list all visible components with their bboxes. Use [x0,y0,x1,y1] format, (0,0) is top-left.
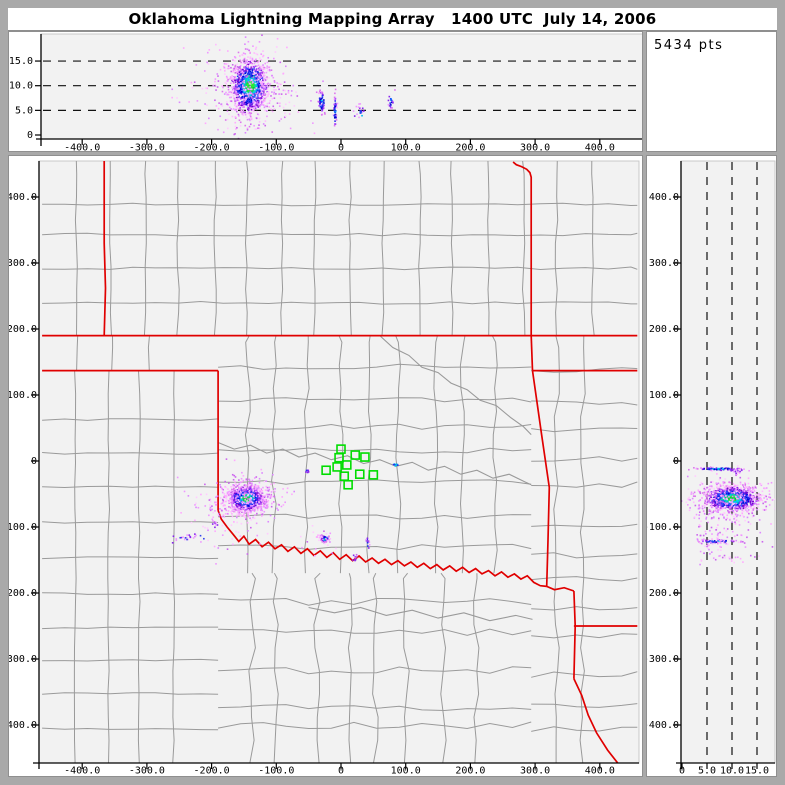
tick-label: 15.0 [745,765,769,776]
tick-label: 5.0 [698,765,716,776]
tick-label: 0 [679,765,685,776]
river-boundary-lines [217,335,533,622]
panel-point-count: 5434 pts [646,31,777,152]
tick-label: -200.0 [647,588,679,599]
tick-label: 100.0 [391,142,421,151]
county-lines [42,161,638,763]
tick-label: 300.0 [520,142,550,151]
tick-label: -100.0 [258,142,294,151]
state-borders [42,161,638,763]
tick-label: 300.0 [9,258,37,269]
scatter-layer [681,465,775,566]
title-bar: Oklahoma Lightning Mapping Array 1400 UT… [8,8,777,31]
tick-label: 100.0 [649,390,679,401]
station-square-icon [342,460,352,470]
tick-label: -200.0 [9,588,37,599]
station-square-icon [334,452,344,463]
tick-label: 300.0 [649,258,679,269]
station-square-icon [343,479,353,490]
station-square-icon [360,452,370,462]
scatter-layer [171,458,399,565]
tick-label: 0 [31,456,37,467]
tick-label: 100.0 [391,765,421,776]
tick-label: 15.0 [9,56,33,67]
tick-label: 0 [27,130,33,141]
altitude-ns-plot[interactable]: -400.0 -300.0 -200.0 -100.0 0 100.0 200.0 300.0… [647,156,776,776]
panel-altitude-ns[interactable]: -400.0 -300.0 -200.0 -100.0 0 100.0 200.0 300.0… [646,155,777,777]
tick-label: -400.0 [9,720,37,731]
tick-label: 200.0 [455,142,485,151]
axis [35,34,642,146]
tick-label: 10.0 [720,765,744,776]
tick-label: -100.0 [258,765,294,776]
tick-label: 300.0 [520,765,550,776]
tick-label: 200.0 [9,324,37,335]
panel-altitude-ew[interactable]: 0 5.0 10.0 15.0 -400.0 -300.0 -200.0 -100.0 0 100… [8,31,643,152]
tick-label: 0 [338,765,344,776]
tick-label: -300.0 [9,654,37,665]
tick-label: -300.0 [129,142,165,151]
altitude-dash-grid [43,60,642,111]
tick-label: 400.0 [9,192,37,203]
panel-plan-map[interactable]: -400.0 -400.0 -300.0 -300.0 -200.0 -200.0 -100… [8,155,643,777]
tick-label: -400.0 [64,142,100,151]
tick-label: 0 [673,456,679,467]
tick-label: -200.0 [194,142,230,151]
axis [673,161,775,769]
altitude-dash-grid [706,162,758,756]
point-count-label: 5434 pts [654,38,724,53]
station-markers [321,444,379,490]
station-square-icon [354,469,365,480]
tick-label: -300.0 [129,765,165,776]
scatter-layer [171,34,396,139]
tick-label: -100.0 [9,522,37,533]
tick-label: -200.0 [194,765,230,776]
altitude-ew-plot[interactable]: 0 5.0 10.0 15.0 -400.0 -300.0 -200.0 -100.0 0 100… [9,32,642,151]
axis [31,161,639,769]
station-square-icon [321,465,331,476]
tick-label: -400.0 [64,765,100,776]
tick-label: -100.0 [647,522,679,533]
tick-label: 400.0 [585,765,615,776]
station-square-icon [332,462,342,472]
tick-label: 0 [338,142,344,151]
window-title: Oklahoma Lightning Mapping Array 1400 UT… [128,10,657,28]
tick-label: 100.0 [9,390,37,401]
tick-label: 10.0 [9,81,33,92]
station-square-icon [350,450,361,460]
tick-label: -300.0 [647,654,679,665]
tick-label: 400.0 [649,192,679,203]
tick-label: -400.0 [647,720,679,731]
tick-label: 400.0 [585,142,615,151]
tick-label: 5.0 [15,105,33,116]
plan-view-map-plot[interactable]: -400.0 -400.0 -300.0 -300.0 -200.0 -200.0 -100… [9,156,642,776]
tick-label: 200.0 [649,324,679,335]
station-square-icon [368,470,379,480]
tick-label: 200.0 [455,765,485,776]
